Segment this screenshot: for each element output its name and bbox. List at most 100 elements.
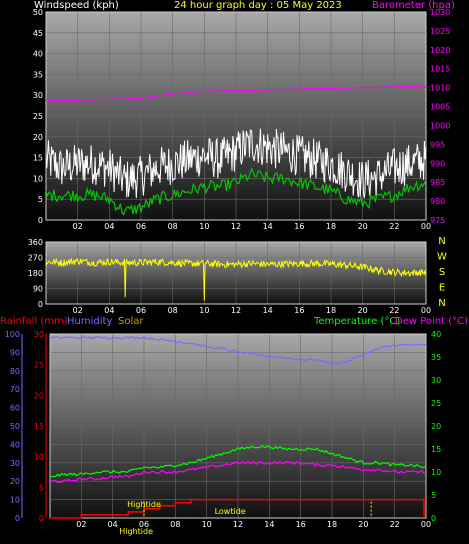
series-wind-average [45,166,427,216]
series-barometer [45,85,427,102]
temperature-y-tick-label: 5 [431,491,436,500]
x-tick-label: 02 [73,306,83,315]
x-tick-label: 20 [358,222,368,231]
wind-y-tick-label: 0 [38,216,43,225]
solar-label: Solar [118,316,144,327]
x-tick-label: 08 [170,520,180,529]
barometer-y-tick-label: 1000 [430,121,450,130]
barometer-y-tick-label: 995 [430,140,445,149]
x-tick-label: 18 [326,306,336,315]
x-tick-label: 14 [263,222,273,231]
direction-y-tick-label: 360 [28,238,43,247]
x-tick-label: 12 [231,306,241,315]
compass-label: W [437,252,447,263]
humidity-y-tick-label: 70 [10,385,20,394]
x-tick-label: 20 [358,520,368,529]
x-tick-label: 08 [168,222,178,231]
temperature-y-tick-label: 35 [431,353,441,362]
rain-y-tick-label: 0 [39,514,44,523]
barometer-y-tick-label: 990 [430,159,445,168]
plot-border [45,11,427,221]
rain-y-tick-label: 15 [34,422,44,431]
wind-y-tick-label: 35 [33,70,43,79]
rain-y-tick-label: 10 [34,453,44,462]
annotation-hightide: Hightide [127,500,161,509]
compass-label: S [439,267,445,278]
x-tick-label: 22 [389,222,399,231]
humidity-y-tick-label: 100 [5,330,20,339]
compass-label: N [438,298,445,309]
x-tick-label: 20 [358,306,368,315]
annotation-hightide-bottom: Hightide [119,527,153,536]
temperature-y-tick-label: 10 [431,468,441,477]
series-rainfall [50,498,426,519]
x-tick-label: 08 [168,306,178,315]
humidity-y-tick-label: 30 [10,459,20,468]
wind-y-tick-label: 25 [33,112,43,121]
temperature-y-tick-label: 20 [431,422,441,431]
series-wind-gust [45,128,427,199]
humidity-y-tick-label: 80 [10,367,20,376]
x-tick-label: 04 [104,306,114,315]
series-humidity [49,336,427,366]
barometer-y-tick-label: 980 [430,197,445,206]
humidity-y-tick-label: 50 [10,422,20,431]
barometer-y-tick-label: 985 [430,178,445,187]
rain-y-tick-label: 30 [34,330,44,339]
series-temperature [49,444,427,478]
humidity-label: Humidity [67,316,113,327]
humidity-y-tick-label: 0 [15,514,20,523]
compass-label: N [438,236,445,247]
wind-y-tick-label: 45 [33,29,43,38]
temperature-y-tick-label: 15 [431,445,441,454]
x-tick-label: 22 [390,520,400,529]
dewpoint-label: Dew Point (°C) [395,316,469,327]
barometer-y-tick-label: 1030 [430,8,450,17]
x-tick-label: 22 [389,306,399,315]
rainfall-label: Rainfall (mm) [0,316,68,327]
x-tick-label: 04 [104,222,114,231]
humidity-y-tick-label: 40 [10,440,20,449]
x-tick-label: 02 [73,222,83,231]
barometer-y-tick-label: 1025 [430,27,450,36]
x-tick-label: 00 [421,306,431,315]
humidity-y-tick-label: 10 [10,496,20,505]
x-tick-label: 10 [199,306,209,315]
barometer-y-tick-label: 1010 [430,84,450,93]
temperature-y-tick-label: 25 [431,399,441,408]
humidity-y-tick-label: 90 [10,348,20,357]
wind-y-tick-label: 10 [33,174,43,183]
x-tick-label: 06 [136,222,146,231]
x-tick-label: 04 [108,520,118,529]
x-tick-label: 00 [421,520,431,529]
temperature-label: Temperature (°C) [314,316,401,327]
temperature-y-tick-label: 0 [431,514,436,523]
rain-y-tick-label: 25 [34,361,44,370]
x-tick-label: 02 [76,520,86,529]
x-tick-label: 14 [263,306,273,315]
wind-y-tick-label: 40 [33,50,43,59]
x-tick-label: 16 [296,520,306,529]
humidity-y-tick-label: 20 [10,477,20,486]
direction-y-tick-label: 270 [28,254,43,263]
barometer-y-tick-label: 975 [430,216,445,225]
barometer-axis-title: Barometer (hpa) [372,0,455,11]
barometer-y-tick-label: 1005 [430,103,450,112]
wind-y-tick-label: 30 [33,91,43,100]
series-dewpoint [50,460,427,483]
x-tick-label: 16 [294,222,304,231]
direction-y-tick-label: 180 [28,269,43,278]
windspeed-axis-title: Windspeed (kph) [34,0,119,11]
x-tick-label: 14 [264,520,274,529]
x-tick-label: 06 [139,520,149,529]
series-wind-direction [45,257,427,301]
temperature-y-tick-label: 30 [431,376,441,385]
x-tick-label: 12 [231,222,241,231]
direction-y-tick-label: 0 [38,300,43,309]
x-tick-label: 10 [199,222,209,231]
x-tick-label: 18 [327,520,337,529]
x-tick-label: 06 [136,306,146,315]
rain-y-tick-label: 5 [39,483,44,492]
